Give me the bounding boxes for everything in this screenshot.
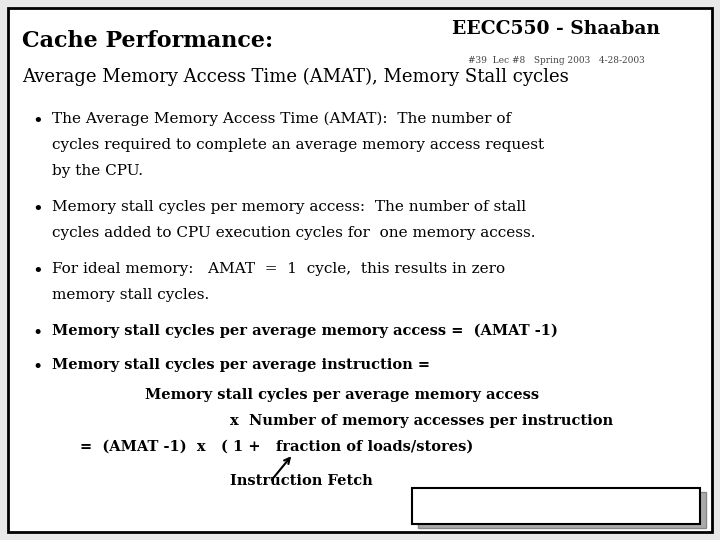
Text: •: •	[32, 262, 42, 280]
Text: cycles required to complete an average memory access request: cycles required to complete an average m…	[52, 138, 544, 152]
Text: cycles added to CPU execution cycles for  one memory access.: cycles added to CPU execution cycles for…	[52, 226, 536, 240]
Text: The Average Memory Access Time (AMAT):  The number of: The Average Memory Access Time (AMAT): T…	[52, 112, 511, 126]
Text: #39  Lec #8   Spring 2003   4-28-2003: #39 Lec #8 Spring 2003 4-28-2003	[467, 56, 644, 65]
Text: Memory stall cycles per memory access:  The number of stall: Memory stall cycles per memory access: T…	[52, 200, 526, 214]
Text: by the CPU.: by the CPU.	[52, 164, 143, 178]
Text: •: •	[32, 358, 42, 376]
Text: For ideal memory:   AMAT  =  1  cycle,  this results in zero: For ideal memory: AMAT = 1 cycle, this r…	[52, 262, 505, 276]
Text: Memory stall cycles per average instruction =: Memory stall cycles per average instruct…	[52, 358, 430, 372]
Text: =  (AMAT -1)  x   ( 1 +   fraction of loads/stores): = (AMAT -1) x ( 1 + fraction of loads/st…	[80, 440, 473, 454]
Text: Average Memory Access Time (AMAT), Memory Stall cycles: Average Memory Access Time (AMAT), Memor…	[22, 68, 569, 86]
Text: x  Number of memory accesses per instruction: x Number of memory accesses per instruct…	[230, 414, 613, 428]
Text: Instruction Fetch: Instruction Fetch	[230, 474, 373, 488]
Text: •: •	[32, 200, 42, 218]
Text: EECC550 - Shaaban: EECC550 - Shaaban	[452, 20, 660, 38]
Text: Memory stall cycles per average memory access =  (AMAT -1): Memory stall cycles per average memory a…	[52, 324, 558, 339]
Text: memory stall cycles.: memory stall cycles.	[52, 288, 210, 302]
Text: •: •	[32, 324, 42, 342]
Bar	[418, 492, 706, 528]
Text: Cache Performance:: Cache Performance:	[22, 30, 273, 52]
Bar	[412, 488, 700, 524]
Text: Memory stall cycles per average memory access: Memory stall cycles per average memory a…	[145, 388, 539, 402]
Text: •: •	[32, 112, 42, 130]
